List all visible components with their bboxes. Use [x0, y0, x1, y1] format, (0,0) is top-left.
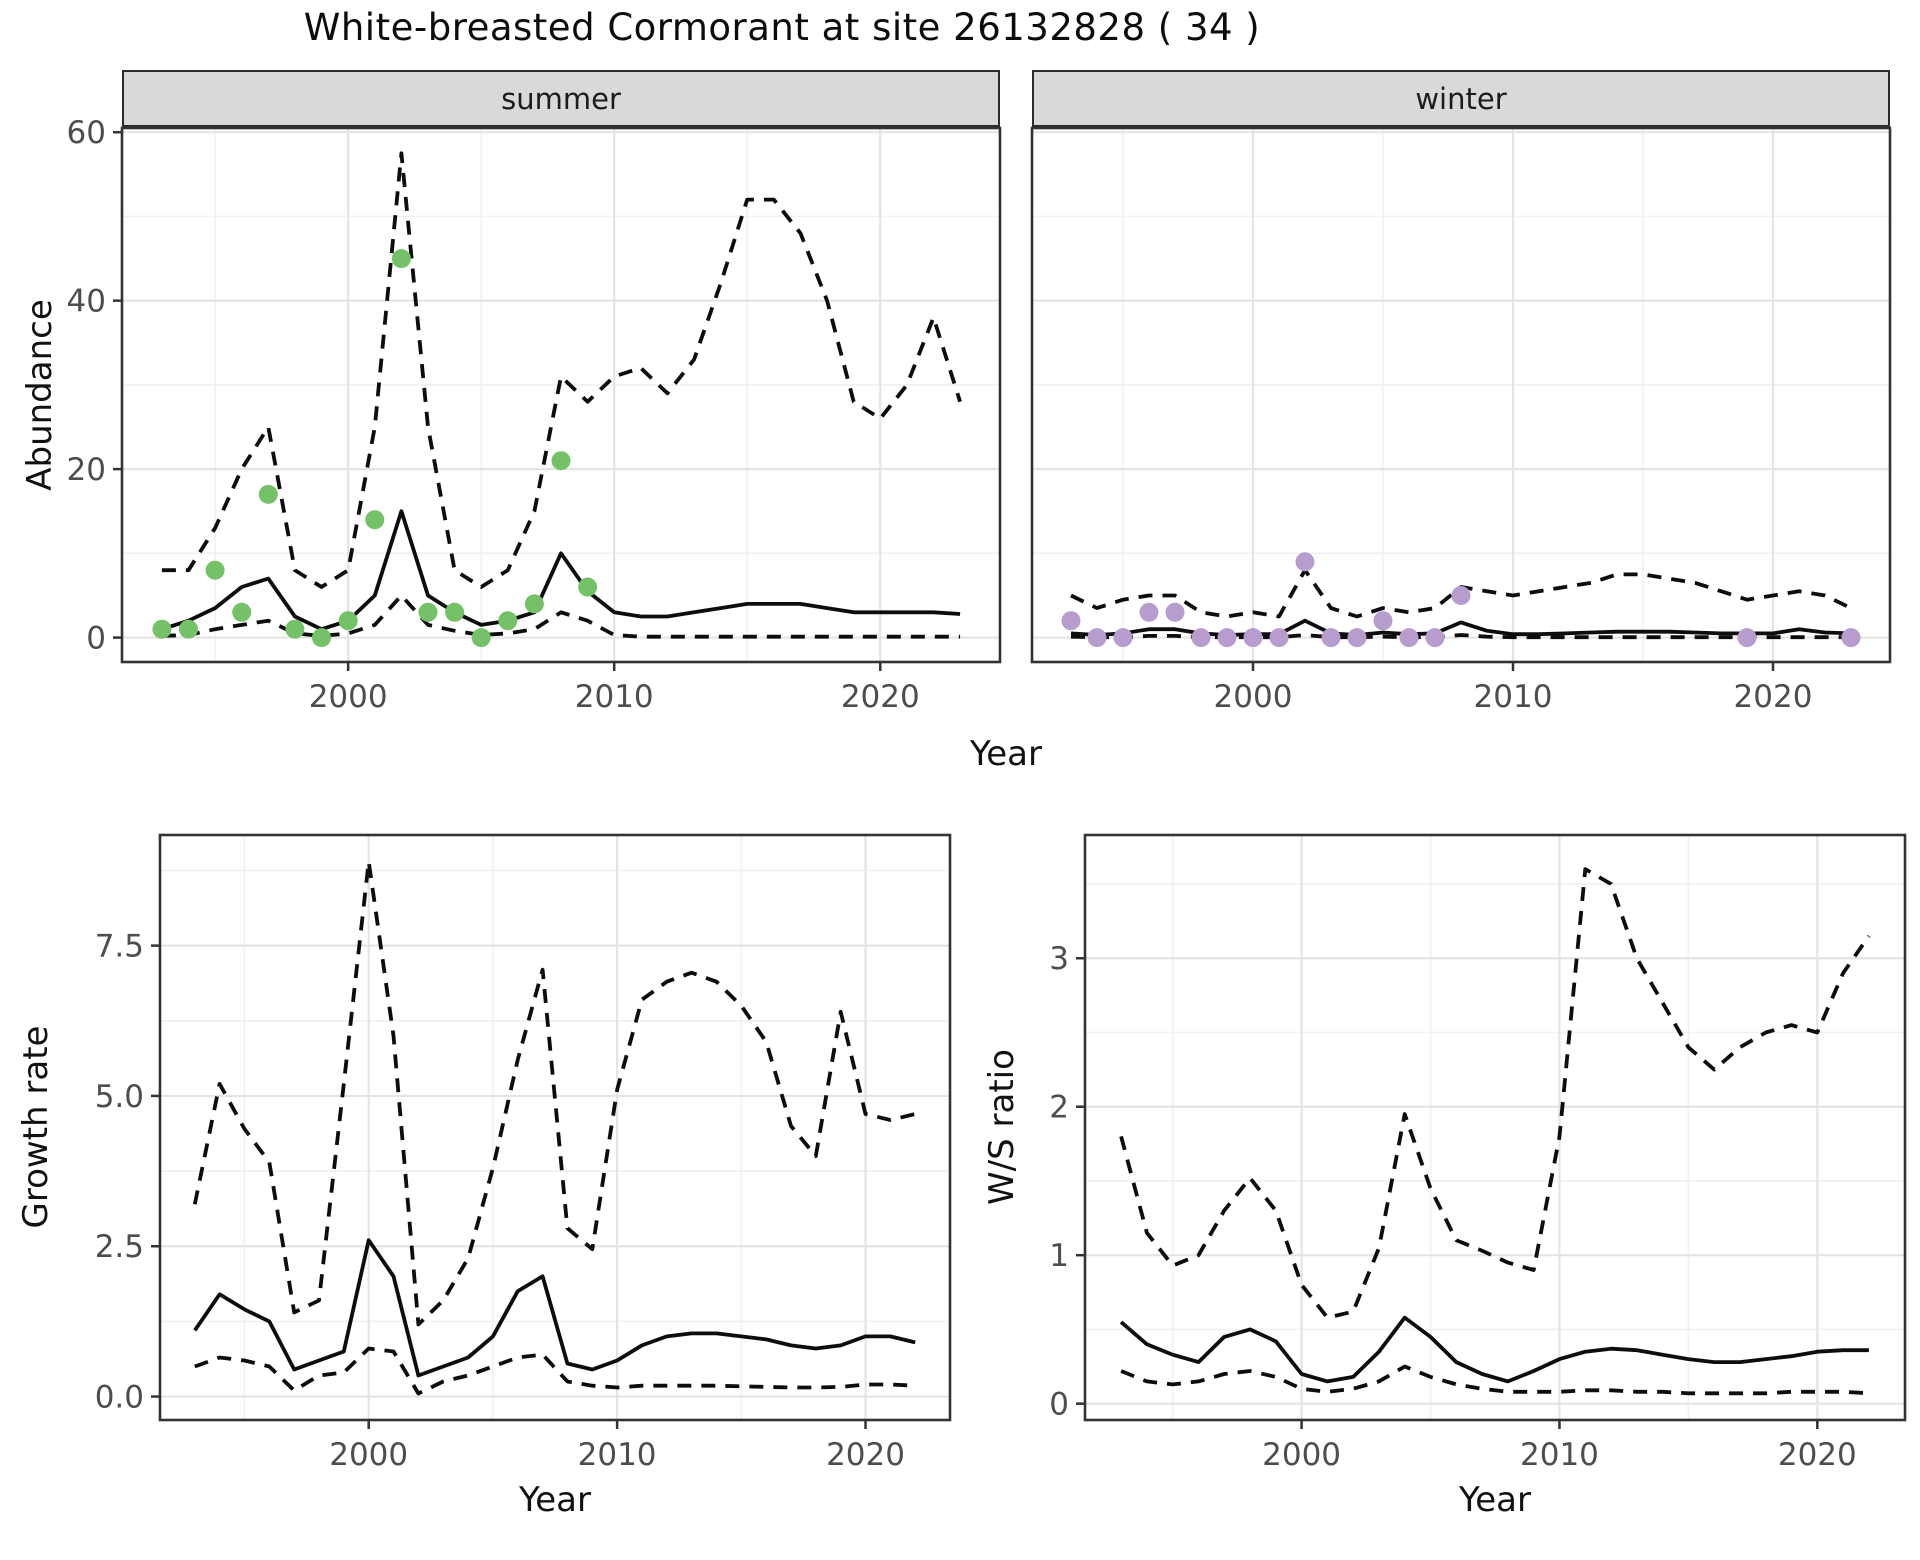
observation-points-abundance-winter	[1061, 552, 1861, 648]
observation-point	[1347, 628, 1367, 648]
observation-points-abundance-summer	[152, 249, 598, 648]
y-tick-label: 7.5	[95, 929, 144, 965]
observation-point	[312, 628, 331, 648]
observation-point	[1841, 628, 1861, 648]
observation-point	[1061, 611, 1081, 631]
x-tick-label: 2020	[1734, 679, 1813, 715]
panel-border	[1083, 833, 1907, 1422]
observation-point	[1113, 628, 1133, 648]
observation-point	[418, 602, 438, 622]
y-tick-label: 20	[67, 452, 106, 488]
panel-abundance-summer: 2000 2010 2020 0 20 40 60	[67, 115, 1002, 715]
observation-point	[365, 510, 385, 530]
observation-point	[524, 594, 544, 614]
panel-border	[120, 126, 1002, 664]
observation-point	[1399, 628, 1419, 648]
x-axis-label-year-ws: Year	[1459, 1480, 1531, 1520]
x-tick-label: 2000	[309, 679, 388, 715]
panel-abundance-winter: 2000 2010 2020	[1030, 126, 1892, 715]
series-lower_ci-line	[161, 593, 961, 639]
y-tick-label: 2	[1049, 1090, 1069, 1126]
x-tick-label: 2010	[578, 1437, 657, 1473]
observation-point	[338, 611, 358, 631]
facet-strip-summer: summer	[122, 70, 1000, 128]
x-tick-label: 2010	[1474, 679, 1553, 715]
observation-point	[391, 249, 411, 269]
facet-strip-winter-label: winter	[1415, 81, 1507, 116]
facet-strip-winter: winter	[1032, 70, 1890, 128]
y-tick-label: 0	[86, 621, 106, 657]
observation-point	[232, 602, 252, 622]
observation-point	[1139, 602, 1159, 622]
y-tick-label: 40	[67, 284, 106, 320]
y-tick-label: 3	[1049, 941, 1069, 977]
x-tick-label: 2020	[841, 679, 920, 715]
panel-growth-rate: 2000 2010 2020 0.0 2.5 5.0 7.5	[95, 833, 952, 1473]
observation-point	[285, 619, 305, 639]
y-tick-label: 1	[1049, 1238, 1069, 1274]
panel-background	[1085, 835, 1905, 1420]
observation-point	[1165, 602, 1185, 622]
panel-ws-ratio: 2000 2010 2020 0 1 2 3	[1049, 833, 1907, 1473]
series-upper_ci-line	[1119, 867, 1871, 1320]
observation-point	[471, 628, 491, 648]
observation-point	[258, 484, 278, 504]
observation-point	[1321, 628, 1341, 648]
panel-border	[1030, 126, 1892, 664]
observation-point	[1451, 586, 1471, 605]
panel-background	[1032, 128, 1890, 662]
x-axis-label-year-top: Year	[970, 734, 1042, 774]
x-tick-label: 2000	[1214, 679, 1293, 715]
x-axis-label-year-growth: Year	[519, 1480, 591, 1520]
panel-background	[160, 835, 950, 1420]
y-tick-label: 2.5	[95, 1229, 144, 1265]
plot-title: White-breasted Cormorant at site 2613282…	[303, 6, 1261, 49]
x-tick-label: 2000	[1262, 1437, 1341, 1473]
observation-point	[1217, 628, 1237, 648]
y-tick-label: 60	[67, 115, 106, 151]
observation-point	[152, 619, 172, 639]
y-tick-label: 5.0	[95, 1079, 144, 1115]
series-upper_ci-line	[192, 859, 916, 1327]
observation-point	[445, 602, 465, 622]
x-tick-label: 2020	[826, 1437, 905, 1473]
observation-point	[179, 619, 198, 639]
observation-point	[205, 560, 225, 580]
series-fit-line	[161, 509, 961, 632]
observation-point	[1737, 628, 1757, 648]
series-upper_ci-line	[161, 151, 962, 589]
x-tick-label: 2020	[1778, 1437, 1857, 1473]
y-tick-label: 0.0	[95, 1380, 144, 1416]
series-lower_ci-line	[1120, 1364, 1870, 1396]
panel-border	[158, 833, 952, 1422]
observation-point	[1191, 628, 1211, 648]
x-tick-label: 2000	[329, 1437, 408, 1473]
series-fit-line	[193, 1238, 916, 1378]
observation-point	[1243, 628, 1263, 648]
observation-point	[1425, 628, 1445, 648]
observation-point	[498, 611, 518, 631]
observation-point	[551, 451, 571, 471]
x-tick-label: 2010	[575, 679, 654, 715]
series-fit-line	[1119, 1315, 1869, 1384]
x-tick-label: 2010	[1520, 1437, 1599, 1473]
observation-point	[578, 577, 598, 597]
observation-point	[1295, 552, 1315, 572]
facet-strip-summer-label: summer	[501, 81, 621, 116]
y-tick-label: 0	[1049, 1387, 1069, 1423]
observation-point	[1269, 628, 1289, 648]
observation-point	[1087, 628, 1107, 648]
observation-point	[1373, 611, 1393, 631]
